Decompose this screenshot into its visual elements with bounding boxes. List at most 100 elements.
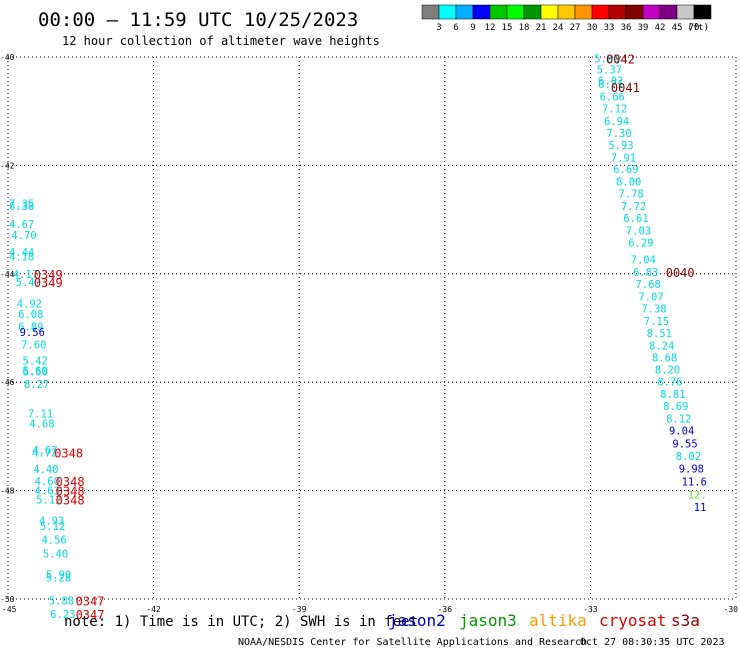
wave-height-point: 6.02 <box>598 75 623 87</box>
x-tick-label: -36 <box>438 605 453 614</box>
y-tick-label: -42 <box>0 161 15 170</box>
wave-height-point: 4.40 <box>33 464 58 476</box>
wave-height-point: 9.98 <box>679 463 704 475</box>
wave-height-point: 5.90 <box>46 570 71 582</box>
wave-height-point: 6.66 <box>600 92 625 104</box>
y-tick-label: -44 <box>0 270 15 279</box>
wave-height-point: 6.61 <box>623 213 648 225</box>
satellite-legend: jason2 jason3 altika cryosat s3a <box>388 611 700 630</box>
chart-subtitle: 12 hour collection of altimeter wave hei… <box>62 34 380 48</box>
wave-height-point: 7.38 <box>641 303 666 315</box>
wave-height-point: 7.07 <box>638 292 663 304</box>
wave-height-point: 7.03 <box>626 225 651 237</box>
colorbar-swatch <box>625 4 644 20</box>
pass-time-label: 0347 <box>76 595 105 609</box>
wave-height-point: 4.60 <box>35 476 60 488</box>
pass-time-label: 0348 <box>54 447 83 461</box>
wave-height-point: 8.24 <box>649 340 674 352</box>
colorbar-swatch <box>489 4 508 20</box>
colorbar-swatch <box>540 4 559 20</box>
wave-height-point: 6.29 <box>628 237 653 249</box>
footer-timestamp: Oct 27 08:30:35 UTC 2023 <box>580 637 725 648</box>
wave-height-point: 5.65 <box>594 54 619 66</box>
colorbar-tick-label: 39 <box>638 23 649 33</box>
y-tick-label: -48 <box>0 487 15 496</box>
colorbar-tick-label: 33 <box>604 23 615 33</box>
wave-height-point: 11.6 <box>682 476 707 488</box>
wave-height-point: 9.55 <box>672 438 697 450</box>
wave-height-point: 9.04 <box>669 425 694 437</box>
colorbar-tick-label: 27 <box>570 23 581 33</box>
legend-altika: altika <box>529 611 587 630</box>
wave-height-point: 5.12 <box>36 494 61 506</box>
wave-height-point: 4.67 <box>9 219 34 231</box>
pass-time-label: 0042 <box>606 53 635 67</box>
wave-height-point: 5.42 <box>23 356 48 368</box>
pass-time-label: 0348 <box>56 485 85 499</box>
wave-height-point: 8.00 <box>616 177 641 189</box>
colorbar-tick-label: 18 <box>519 23 530 33</box>
colorbar-swatch <box>676 4 695 20</box>
wave-height-point: 6.94 <box>604 116 629 128</box>
legend-jason2: jason2 <box>388 611 446 630</box>
wave-height-point: 4.44 <box>9 247 34 259</box>
wave-height-point: 4.18 <box>9 251 34 263</box>
colorbar-tick-label: 42 <box>655 23 666 33</box>
pass-time-label: 0349 <box>34 276 63 290</box>
wave-height-point: 7.11 <box>28 409 53 421</box>
y-tick-label: -40 <box>0 53 15 62</box>
colorbar-swatch <box>642 4 661 20</box>
pass-time-label: 0348 <box>56 475 85 489</box>
wave-height-point: 12. <box>688 489 707 501</box>
colorbar-tick-label: 15 <box>502 23 513 33</box>
wave-height-point: 7.04 <box>631 255 656 267</box>
colorbar-swatch <box>506 4 525 20</box>
x-tick-label: -33 <box>583 605 598 614</box>
wave-height-point: 5.93 <box>608 140 633 152</box>
x-tick-label: -42 <box>146 605 161 614</box>
wave-height-point: 8.81 <box>660 389 685 401</box>
wave-height-point: 8.27 <box>24 379 49 391</box>
wave-height-point: 8.02 <box>676 451 701 463</box>
pass-time-label: 0347 <box>76 608 105 622</box>
wave-height-point: 11 <box>694 502 707 514</box>
wave-height-point: 5.12 <box>40 521 65 533</box>
x-tick-label: -30 <box>724 605 739 614</box>
wave-height-point: 8.76 <box>657 377 682 389</box>
wave-height-point: 5.40 <box>43 548 68 560</box>
wave-height-point: 4.67 <box>32 445 57 457</box>
wave-height-point: 4.93 <box>39 515 64 527</box>
plot-grid <box>7 56 737 600</box>
colorbar-tick-label: 45 <box>672 23 683 33</box>
wave-height-point: 7.35 <box>9 198 34 210</box>
wave-height-point: 7.72 <box>621 201 646 213</box>
wave-height-point: 8.68 <box>652 352 677 364</box>
wave-height-point: 6.83 <box>633 267 658 279</box>
wave-height-point: 5.37 <box>597 64 622 76</box>
wave-height-point: 7.15 <box>644 316 669 328</box>
wave-height-point: 8.51 <box>647 328 672 340</box>
wave-height-point: 4.92 <box>17 299 42 311</box>
wave-height-point: 8.20 <box>655 365 680 377</box>
colorbar-swatch <box>421 4 440 20</box>
wave-height-point: 5.28 <box>46 572 71 584</box>
axis-labels: -45 -42 -39 -36 -33 -30 -40 -42 -44 -46 -48 -50 <box>0 53 738 614</box>
pass-time-label: 0348 <box>56 493 85 507</box>
wave-height-point: 4.70 <box>11 230 36 242</box>
wave-height-point: 7.12 <box>602 103 627 115</box>
colorbar-tick-label: 6 <box>453 23 458 33</box>
legend-jason3: jason3 <box>459 611 517 630</box>
wave-height-point: 5.60 <box>23 365 48 377</box>
wave-height-points: 7.356.384.674.704.444.184.175.474.926.08… <box>9 54 707 622</box>
x-tick-label: -45 <box>2 605 17 614</box>
pass-time-labels: 0042004100400349034903480348034803480347… <box>34 53 695 623</box>
colorbar-swatch <box>591 4 610 20</box>
colorbar-tick-label: 24 <box>553 23 564 33</box>
legend-cryosat: cryosat <box>599 611 666 630</box>
pass-time-label: 0040 <box>666 266 695 280</box>
x-tick-label: -39 <box>292 605 307 614</box>
wave-height-point: 7.60 <box>21 339 46 351</box>
wave-height-point: 5.47 <box>16 277 41 289</box>
legend-s3a: s3a <box>671 611 700 630</box>
